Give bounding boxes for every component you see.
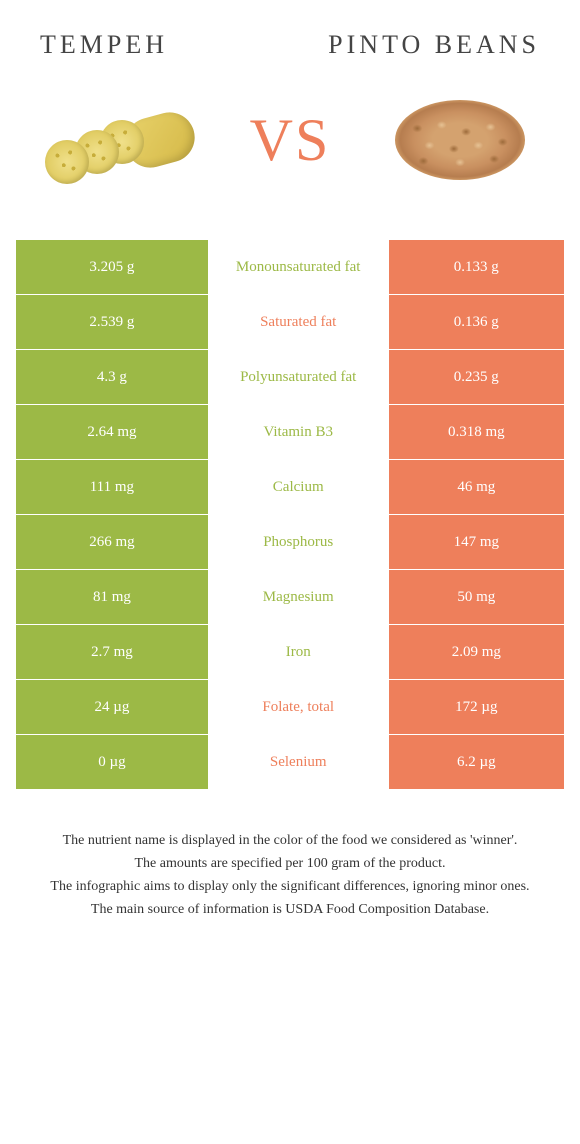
- comparison-table: 3.205 gMonounsaturated fat0.133 g2.539 g…: [16, 240, 564, 790]
- pinto-beans-image: [380, 80, 540, 200]
- vs-v: v: [250, 106, 295, 175]
- table-row: 3.205 gMonounsaturated fat0.133 g: [16, 240, 564, 295]
- nutrient-label: Polyunsaturated fat: [208, 350, 389, 404]
- table-row: 2.539 gSaturated fat0.136 g: [16, 295, 564, 350]
- table-row: 4.3 gPolyunsaturated fat0.235 g: [16, 350, 564, 405]
- table-row: 81 mgMagnesium50 mg: [16, 570, 564, 625]
- nutrient-label: Vitamin B3: [208, 405, 389, 459]
- right-value: 2.09 mg: [389, 625, 564, 679]
- nutrient-label: Selenium: [208, 735, 389, 789]
- right-value: 172 µg: [389, 680, 564, 734]
- left-value: 2.64 mg: [16, 405, 208, 459]
- right-value: 0.136 g: [389, 295, 564, 349]
- left-value: 266 mg: [16, 515, 208, 569]
- vs-label: vs: [250, 106, 331, 175]
- nutrient-label: Calcium: [208, 460, 389, 514]
- nutrient-label: Saturated fat: [208, 295, 389, 349]
- nutrient-label: Phosphorus: [208, 515, 389, 569]
- footer-line: The infographic aims to display only the…: [30, 876, 550, 897]
- footer-line: The nutrient name is displayed in the co…: [30, 830, 550, 851]
- table-row: 2.64 mgVitamin B30.318 mg: [16, 405, 564, 460]
- tempeh-image: [40, 80, 200, 200]
- header: Tempeh Pinto beans: [0, 0, 580, 80]
- nutrient-label: Monounsaturated fat: [208, 240, 389, 294]
- right-value: 0.133 g: [389, 240, 564, 294]
- table-row: 24 µgFolate, total172 µg: [16, 680, 564, 735]
- left-value: 2.7 mg: [16, 625, 208, 679]
- vs-s: s: [295, 106, 330, 175]
- nutrient-label: Iron: [208, 625, 389, 679]
- right-value: 6.2 µg: [389, 735, 564, 789]
- right-value: 50 mg: [389, 570, 564, 624]
- right-value: 0.235 g: [389, 350, 564, 404]
- comparison-infographic: Tempeh Pinto beans vs 3.205 gMonounsatur…: [0, 0, 580, 920]
- right-value: 0.318 mg: [389, 405, 564, 459]
- table-row: 0 µgSelenium6.2 µg: [16, 735, 564, 790]
- table-row: 266 mgPhosphorus147 mg: [16, 515, 564, 570]
- nutrient-label: Magnesium: [208, 570, 389, 624]
- right-food-title: Pinto beans: [328, 30, 540, 60]
- left-value: 3.205 g: [16, 240, 208, 294]
- left-food-title: Tempeh: [40, 30, 168, 60]
- footer-line: The main source of information is USDA F…: [30, 899, 550, 920]
- footer-line: The amounts are specified per 100 gram o…: [30, 853, 550, 874]
- left-value: 0 µg: [16, 735, 208, 789]
- footer-notes: The nutrient name is displayed in the co…: [0, 790, 580, 920]
- left-value: 24 µg: [16, 680, 208, 734]
- left-value: 2.539 g: [16, 295, 208, 349]
- images-row: vs: [0, 80, 580, 240]
- table-row: 111 mgCalcium46 mg: [16, 460, 564, 515]
- nutrient-label: Folate, total: [208, 680, 389, 734]
- table-row: 2.7 mgIron2.09 mg: [16, 625, 564, 680]
- left-value: 4.3 g: [16, 350, 208, 404]
- left-value: 81 mg: [16, 570, 208, 624]
- right-value: 147 mg: [389, 515, 564, 569]
- left-value: 111 mg: [16, 460, 208, 514]
- right-value: 46 mg: [389, 460, 564, 514]
